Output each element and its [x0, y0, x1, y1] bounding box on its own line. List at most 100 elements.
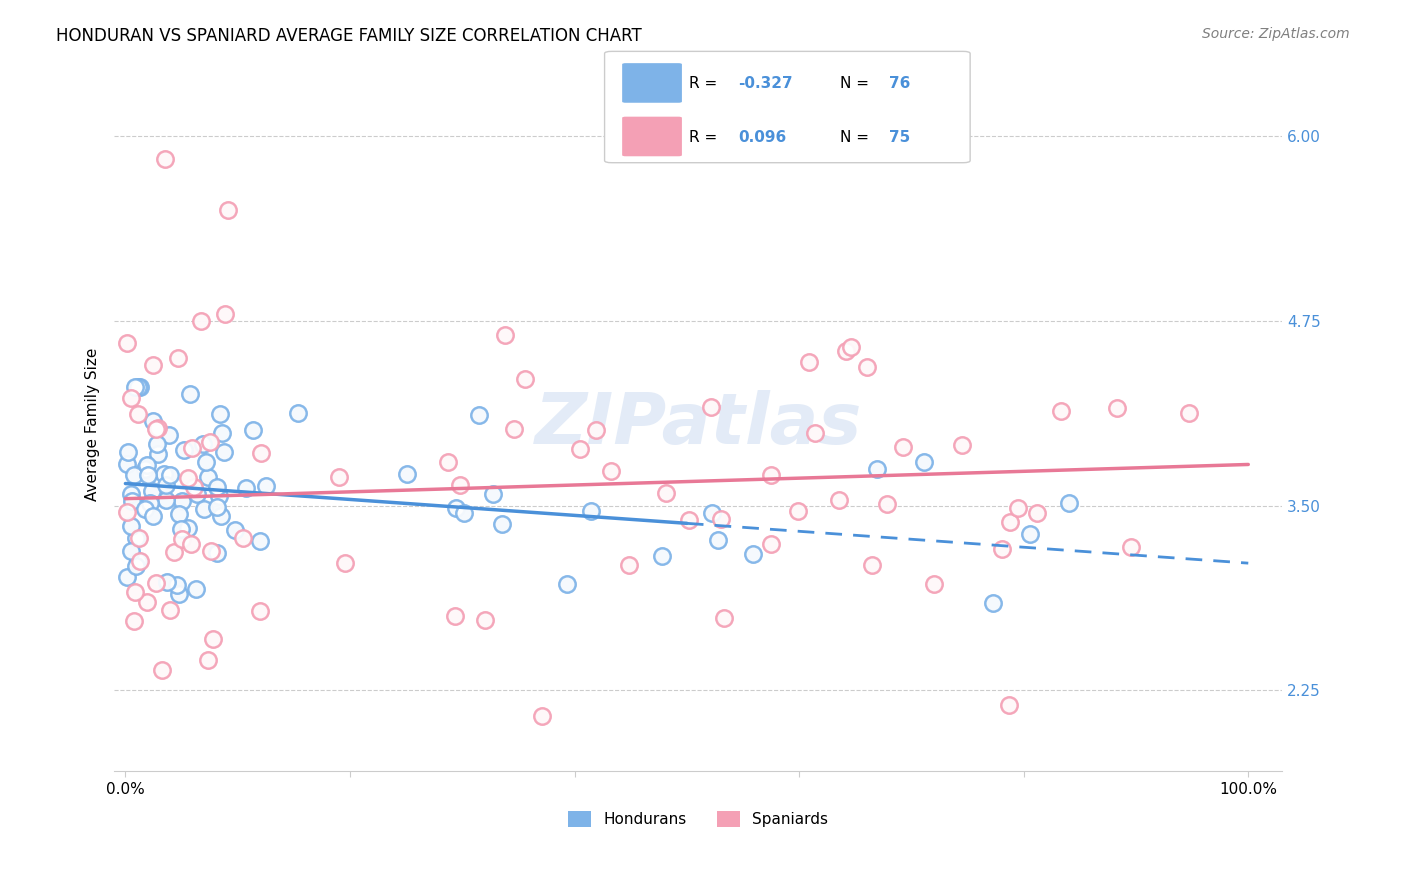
Point	[180, 537, 202, 551]
Point	[950, 438, 973, 452]
Point	[1177, 406, 1199, 420]
Point	[654, 486, 676, 500]
Point	[998, 516, 1021, 530]
Point	[127, 554, 149, 568]
Point	[217, 203, 239, 218]
Point	[1018, 526, 1040, 541]
Point	[713, 611, 735, 625]
Point	[128, 380, 150, 394]
Point	[139, 496, 162, 510]
Point	[557, 577, 579, 591]
FancyBboxPatch shape	[605, 52, 970, 162]
Point	[214, 445, 236, 459]
Point	[208, 489, 231, 503]
Point	[167, 351, 190, 365]
Point	[651, 549, 673, 563]
Point	[224, 523, 246, 537]
Point	[211, 425, 233, 440]
Point	[557, 577, 579, 591]
Point	[120, 544, 142, 558]
Point	[209, 407, 232, 421]
Point	[922, 576, 945, 591]
Point	[787, 503, 810, 517]
Point	[328, 470, 350, 484]
FancyBboxPatch shape	[621, 117, 682, 156]
Point	[120, 391, 142, 405]
Point	[124, 380, 146, 394]
Point	[155, 493, 177, 508]
Point	[183, 480, 205, 494]
Point	[166, 578, 188, 592]
Point	[1049, 403, 1071, 417]
Point	[502, 422, 524, 436]
Point	[139, 496, 162, 510]
Point	[991, 541, 1014, 556]
Point	[191, 436, 214, 450]
Point	[211, 509, 233, 524]
Point	[181, 441, 204, 455]
Point	[568, 442, 591, 456]
Point	[922, 576, 945, 591]
Text: 75: 75	[890, 129, 911, 145]
Point	[214, 445, 236, 459]
Point	[121, 494, 143, 508]
Point	[876, 497, 898, 511]
Point	[115, 457, 138, 471]
Point	[181, 441, 204, 455]
Point	[599, 464, 621, 478]
Point	[156, 575, 179, 590]
Point	[170, 494, 193, 508]
Point	[585, 423, 607, 437]
Point	[396, 467, 419, 481]
Point	[209, 407, 232, 421]
Point	[128, 554, 150, 568]
Point	[145, 575, 167, 590]
Point	[125, 531, 148, 545]
Point	[127, 380, 149, 394]
Point	[127, 408, 149, 422]
Point	[142, 359, 165, 373]
Point	[148, 421, 170, 435]
Point	[145, 422, 167, 436]
Point	[159, 602, 181, 616]
Point	[145, 575, 167, 590]
Point	[115, 505, 138, 519]
Point	[467, 408, 489, 422]
Point	[981, 596, 1004, 610]
Point	[474, 613, 496, 627]
Point	[142, 414, 165, 428]
Point	[197, 469, 219, 483]
Point	[142, 509, 165, 524]
Text: R =: R =	[689, 76, 723, 91]
Point	[700, 506, 723, 520]
Point	[115, 457, 138, 471]
Point	[136, 467, 159, 482]
Point	[396, 467, 419, 481]
Point	[761, 537, 783, 551]
Point	[134, 461, 156, 475]
Point	[135, 595, 157, 609]
Point	[1007, 500, 1029, 515]
Point	[713, 611, 735, 625]
Text: 0.096: 0.096	[738, 129, 786, 145]
Point	[169, 507, 191, 521]
Point	[214, 307, 236, 321]
Point	[449, 478, 471, 492]
Point	[184, 582, 207, 596]
Point	[162, 545, 184, 559]
Point	[146, 437, 169, 451]
Point	[232, 531, 254, 545]
Point	[891, 441, 914, 455]
Point	[128, 380, 150, 394]
Point	[146, 447, 169, 461]
Text: -0.327: -0.327	[738, 76, 793, 91]
Point	[124, 585, 146, 599]
Point	[120, 391, 142, 405]
Point	[707, 533, 730, 547]
Point	[1007, 500, 1029, 515]
Point	[710, 512, 733, 526]
Point	[177, 471, 200, 485]
Point	[759, 467, 782, 482]
Point	[453, 506, 475, 520]
Point	[249, 604, 271, 618]
